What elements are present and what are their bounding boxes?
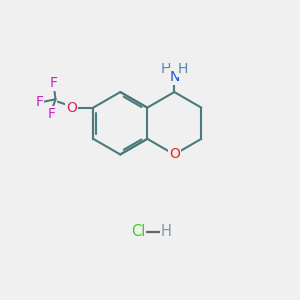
Text: O: O bbox=[169, 148, 180, 161]
Text: F: F bbox=[48, 107, 56, 121]
Text: Cl: Cl bbox=[131, 224, 145, 239]
Text: H: H bbox=[161, 224, 172, 239]
Text: O: O bbox=[66, 100, 77, 115]
Text: H: H bbox=[178, 62, 188, 76]
Text: N: N bbox=[169, 70, 179, 84]
Text: H: H bbox=[160, 62, 171, 76]
Text: F: F bbox=[35, 95, 43, 109]
Text: F: F bbox=[50, 76, 58, 90]
